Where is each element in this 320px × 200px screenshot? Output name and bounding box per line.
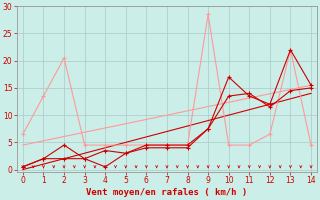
X-axis label: Vent moyen/en rafales ( km/h ): Vent moyen/en rafales ( km/h ) [86,188,248,197]
